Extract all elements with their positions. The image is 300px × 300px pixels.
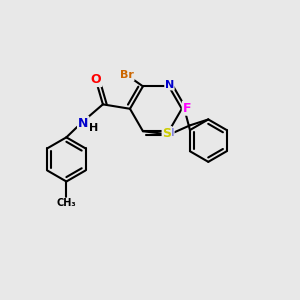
- Text: H: H: [89, 123, 99, 133]
- Text: Br: Br: [120, 70, 134, 80]
- Text: S: S: [163, 127, 172, 140]
- Text: F: F: [183, 102, 191, 115]
- Text: O: O: [91, 73, 101, 86]
- Text: N: N: [165, 80, 174, 90]
- Text: CH₃: CH₃: [57, 198, 76, 208]
- Text: N: N: [165, 128, 174, 138]
- Text: N: N: [78, 117, 88, 130]
